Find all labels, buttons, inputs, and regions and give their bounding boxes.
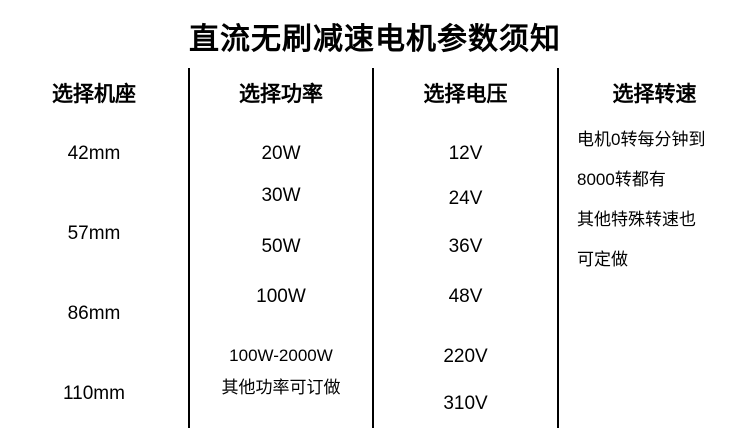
speed-note-line-2: 8000转都有 — [577, 170, 666, 189]
column-header: 选择转速 — [612, 83, 697, 106]
column-frame-size: 选择机座 42mm 57mm 86mm 110mm — [0, 68, 188, 428]
cell-power-20w: 20W — [261, 143, 301, 164]
column-header: 选择电压 — [423, 83, 508, 106]
cell-power-range: 100W-2000W — [229, 346, 333, 365]
spec-columns: 选择机座 42mm 57mm 86mm 110mm 选择功率 20W 30W 5… — [0, 68, 750, 428]
cell-frame-42: 42mm — [67, 143, 121, 164]
cell-voltage-48v: 48V — [448, 286, 483, 307]
speed-note-line-3: 其他特殊转速也 — [577, 210, 696, 229]
cell-voltage-36v: 36V — [448, 236, 483, 257]
cell-power-custom: 其他功率可订做 — [221, 378, 341, 397]
page-title: 直流无刷减速电机参数须知 — [189, 23, 561, 56]
cell-power-30w: 30W — [261, 185, 301, 206]
cell-power-50w: 50W — [261, 236, 301, 257]
cell-frame-110: 110mm — [63, 383, 125, 404]
cell-voltage-310v: 310V — [443, 393, 488, 414]
column-voltage: 选择电压 12V 24V 36V 48V 220V 310V — [372, 68, 557, 428]
column-header: 选择功率 — [239, 83, 323, 106]
cell-voltage-12v: 12V — [448, 143, 483, 164]
cell-frame-86: 86mm — [67, 303, 121, 324]
cell-voltage-24v: 24V — [448, 188, 483, 209]
column-header: 选择机座 — [52, 83, 136, 106]
cell-power-100w: 100W — [256, 286, 306, 307]
speed-note-line-4: 可定做 — [577, 250, 628, 269]
cell-voltage-220v: 220V — [443, 346, 488, 367]
cell-frame-57: 57mm — [67, 223, 121, 244]
speed-note-line-1: 电机0转每分钟到 — [577, 130, 706, 149]
column-speed: 选择转速 电机0转每分钟到 8000转都有 其他特殊转速也 可定做 — [557, 68, 750, 428]
column-power: 选择功率 20W 30W 50W 100W 100W-2000W 其他功率可订做 — [188, 68, 372, 428]
